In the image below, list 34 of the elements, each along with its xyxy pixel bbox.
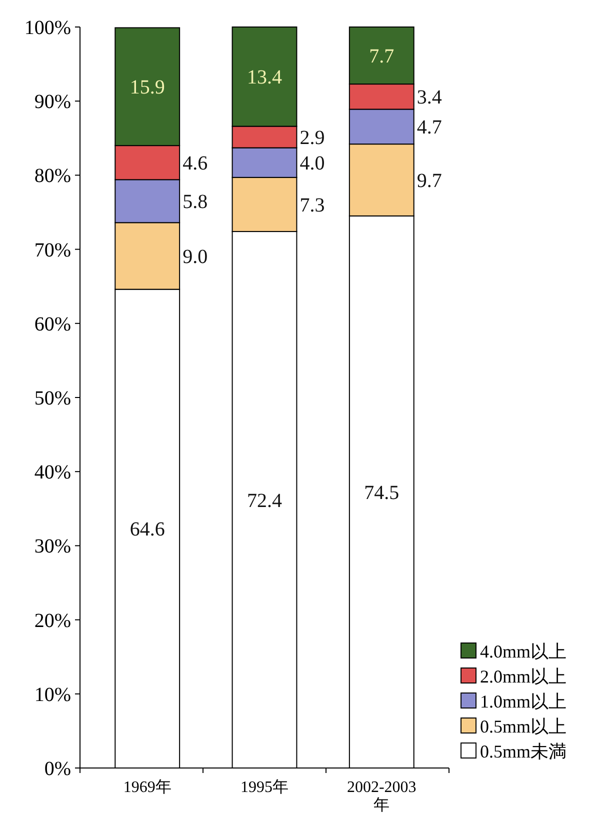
y-tick-label: 50% xyxy=(34,388,71,410)
y-tick-label: 20% xyxy=(34,610,71,632)
data-label: 7.7 xyxy=(369,46,394,68)
y-tick-label: 10% xyxy=(34,684,71,706)
data-label: 13.4 xyxy=(247,66,282,89)
data-label: 64.6 xyxy=(130,518,165,541)
data-label: 9.0 xyxy=(182,246,208,268)
x-tick-label: 2002-2003年 xyxy=(346,779,416,814)
data-label: 9.7 xyxy=(416,170,442,192)
y-tick-label: 60% xyxy=(34,313,71,336)
data-label: 5.8 xyxy=(182,191,208,214)
data-label: 15.9 xyxy=(130,76,165,99)
legend-label: 2.0mm以上 xyxy=(480,666,567,686)
y-tick-label: 70% xyxy=(34,239,71,262)
data-label: 2.9 xyxy=(300,127,325,150)
data-label: 7.3 xyxy=(300,194,325,216)
y-tick-label: 100% xyxy=(24,17,71,39)
x-tick-label: 1969年 xyxy=(123,779,172,796)
legend-label: 0.5mm以上 xyxy=(480,716,567,736)
y-tick-label: 0% xyxy=(44,758,71,780)
data-label: 72.4 xyxy=(247,490,282,512)
data-label: 4.7 xyxy=(416,116,442,139)
data-label: 3.4 xyxy=(416,86,442,109)
y-tick-label: 80% xyxy=(34,165,71,188)
x-tick-label: 1995年 xyxy=(240,779,288,796)
data-label: 4.6 xyxy=(182,152,208,175)
data-label: 4.0 xyxy=(300,152,325,175)
y-tick-label: 40% xyxy=(34,462,71,484)
legend-label: 0.5mm未満 xyxy=(480,741,567,762)
data-label: 74.5 xyxy=(364,482,400,504)
legend-label: 1.0mm以上 xyxy=(480,691,567,712)
y-tick-label: 90% xyxy=(34,91,71,114)
legend-label: 4.0mm以上 xyxy=(480,641,567,662)
y-tick-label: 30% xyxy=(34,536,71,558)
